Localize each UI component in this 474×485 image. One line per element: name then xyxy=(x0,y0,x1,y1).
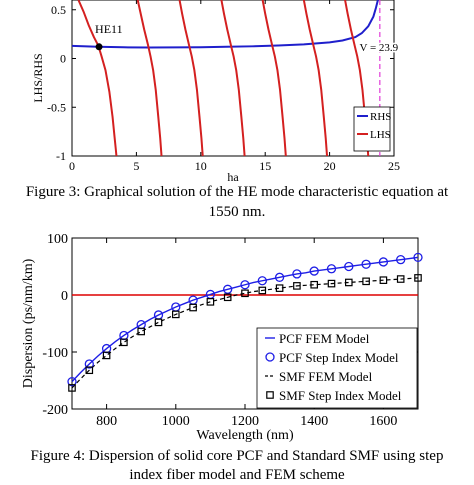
figure3-caption-line2: 1550 nm. xyxy=(208,204,266,220)
x-tick-label: 10 xyxy=(195,159,207,173)
smf-step-index-point xyxy=(396,275,405,283)
pcf-step-index-point xyxy=(361,259,371,269)
pcf-step-index-point xyxy=(326,264,337,274)
legend-box xyxy=(353,106,391,152)
legend-label: PCF Step Index Model xyxy=(279,350,399,365)
smf-step-index-point xyxy=(258,286,267,295)
legend-label: LHS xyxy=(370,129,391,141)
lhs-series-branch xyxy=(302,0,329,156)
pcf-step-index-point xyxy=(84,359,94,369)
x-tick-label: 1000 xyxy=(162,414,190,429)
y-tick-label: -0.5 xyxy=(47,100,66,114)
smf-step-index-point xyxy=(414,274,422,282)
pcf-step-index-point xyxy=(413,252,423,263)
x-tick-label: 1200 xyxy=(231,414,259,429)
pcf-step-index-point xyxy=(67,376,77,387)
y-tick-label: -1 xyxy=(56,149,66,163)
smf-step-index-point xyxy=(102,351,111,360)
x-axis-label: ha xyxy=(227,170,239,184)
y-tick-label: 0 xyxy=(61,289,68,304)
smf-step-index-point xyxy=(189,303,197,312)
figure4-caption-line2: index fiber model and FEM scheme xyxy=(129,467,345,483)
plot-area xyxy=(72,0,381,156)
y-axis-label: LHS/RHS xyxy=(31,53,45,102)
pcf-step-index-point xyxy=(292,269,302,279)
plot-frame xyxy=(71,0,395,157)
x-tick-label: 1400 xyxy=(300,414,328,429)
lhs-series-branch xyxy=(77,0,118,156)
legend-label: SMF Step Index Model xyxy=(279,388,402,403)
lhs-series-branch xyxy=(261,0,287,156)
x-tick-label: 15 xyxy=(259,159,271,173)
pcf-step-index-point xyxy=(274,272,285,282)
y-axis-label: Dispersion (ps/nm/km) xyxy=(21,258,36,388)
he11-label: HE11 xyxy=(95,22,123,36)
smf-step-index-point xyxy=(293,282,301,290)
lhs-series-branch xyxy=(220,0,246,156)
x-axis-label: Wavelength (nm) xyxy=(196,428,294,443)
x-tick-label: 20 xyxy=(324,159,336,173)
y-tick-label: 0 xyxy=(60,52,66,66)
smf-step-index-point xyxy=(120,338,128,347)
y-tick-label: -200 xyxy=(42,403,68,418)
legend-box xyxy=(256,327,418,409)
lhs-series-branch xyxy=(178,0,204,156)
y-tick-label: 100 xyxy=(47,232,68,247)
smf-step-index-point xyxy=(68,384,76,392)
smf-fem-line xyxy=(71,277,419,389)
x-tick-label: 0 xyxy=(69,159,75,173)
x-tick-label: 800 xyxy=(96,414,117,429)
smf-step-index-point xyxy=(206,298,215,306)
legend-swatch xyxy=(266,391,274,399)
pcf-step-index-point xyxy=(257,276,267,286)
y-tick-label: -100 xyxy=(42,346,68,361)
pcf-fem-line xyxy=(71,256,419,383)
v-line-label: V = 23.9 xyxy=(359,42,398,54)
figure4-caption-line1: Figure 4: Dispersion of solid core PCF a… xyxy=(30,448,444,464)
pcf-step-index-point xyxy=(396,255,406,265)
pcf-step-index-point xyxy=(344,261,354,272)
smf-step-index-point xyxy=(223,293,232,302)
legend-swatch xyxy=(265,352,275,362)
smf-step-index-point xyxy=(241,289,249,298)
he11-marker xyxy=(95,43,103,51)
legend-label: PCF FEM Model xyxy=(279,331,370,346)
legend-label: RHS xyxy=(370,111,391,123)
he-mode-chart: 0 5 10 15 20 25 -1 -0.5 0 0.5 ha LHS/RHS V = 23.9 HE1… xyxy=(31,0,400,184)
smf-step-index-point xyxy=(154,318,163,327)
smf-step-index-point xyxy=(379,276,388,284)
smf-step-index-point xyxy=(362,277,370,286)
dispersion-chart: 800 1000 1200 1400 1600 -200 -100 0 100 Wavelengt… xyxy=(21,232,423,443)
smf-step-index-point xyxy=(137,327,146,336)
smf-step-index-point xyxy=(172,310,180,319)
smf-step-index-point xyxy=(275,284,284,292)
y-tick-label: 0.5 xyxy=(51,3,66,17)
smf-step-index-point xyxy=(85,366,94,375)
pcf-step-index-point xyxy=(240,280,250,290)
x-tick-label: 1600 xyxy=(369,414,397,429)
legend-label: SMF FEM Model xyxy=(279,369,373,384)
rhs-series-line xyxy=(72,0,379,49)
pcf-step-index-point xyxy=(378,257,389,267)
smf-step-index-point xyxy=(310,280,319,289)
lhs-series-branch xyxy=(136,0,163,156)
x-tick-label: 5 xyxy=(133,159,139,173)
figure3-caption-line1: Figure 3: Graphical solution of the HE m… xyxy=(25,184,449,200)
smf-step-index-point xyxy=(327,279,336,288)
x-tick-label: 25 xyxy=(388,159,400,173)
pcf-step-index-point xyxy=(223,284,233,294)
smf-step-index-point xyxy=(345,278,353,287)
pcf-step-index-point xyxy=(309,266,319,276)
